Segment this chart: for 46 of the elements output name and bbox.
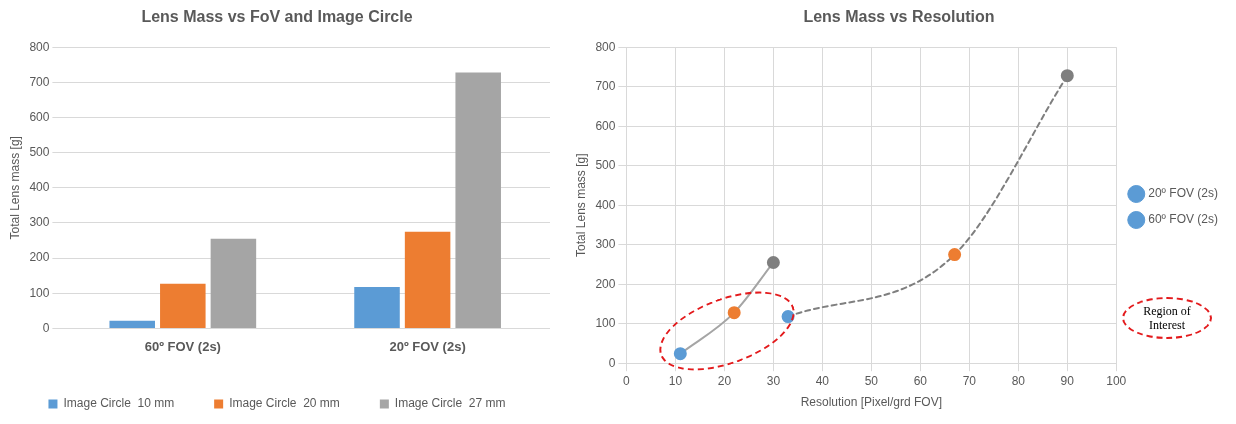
- y-tick-label: 800: [595, 39, 616, 54]
- x-tick-label: 40: [815, 373, 830, 388]
- x-tick-label: 80: [1011, 373, 1026, 388]
- bar: [354, 286, 400, 328]
- y-tick-label: 700: [595, 79, 616, 94]
- legend-label: 20º FOV (2s): [1148, 186, 1218, 201]
- y-tick-label: 700: [29, 74, 50, 89]
- y-axis-title: Total Lens mass [g]: [573, 153, 588, 257]
- x-tick-label: 100: [1106, 373, 1127, 388]
- x-tick-label: 50: [864, 373, 879, 388]
- bar: [210, 238, 257, 328]
- y-tick-label: 400: [29, 180, 50, 195]
- x-tick-label: 10: [668, 373, 683, 388]
- bar: [455, 72, 501, 328]
- y-tick-label: 100: [29, 285, 50, 300]
- y-tick-label: 500: [29, 144, 50, 159]
- y-tick-label: 200: [595, 276, 616, 291]
- chart-title: Lens Mass vs Resolution: [803, 8, 995, 26]
- x-tick-label: 20: [717, 373, 732, 388]
- legend-label: 60º FOV (2s): [1148, 212, 1218, 227]
- x-tick-label: 0: [623, 373, 631, 388]
- y-tick-label: 300: [595, 237, 616, 252]
- y-tick-label: 600: [29, 109, 50, 124]
- legend-label: Image Circle 10 mm: [63, 396, 175, 411]
- y-tick-label: 500: [595, 158, 616, 173]
- x-tick-label: 90: [1060, 373, 1075, 388]
- chart-title: Lens Mass vs FoV and Image Circle: [141, 8, 413, 26]
- bar: [160, 283, 206, 328]
- x-tick-label: 70: [962, 373, 977, 388]
- y-tick-label: 0: [608, 355, 616, 370]
- x-tick-label: 30: [766, 373, 781, 388]
- y-tick-label: 300: [29, 215, 50, 230]
- y-tick-label: 400: [595, 197, 616, 212]
- legend-label: Image Circle 20 mm: [229, 396, 340, 411]
- y-tick-label: 0: [42, 320, 50, 335]
- y-tick-label: 200: [29, 250, 50, 265]
- legend-label: Image Circle 27 mm: [394, 396, 506, 411]
- bar: [404, 231, 451, 328]
- text: Region of Interest: [1142, 304, 1192, 332]
- x-tick-label: 60: [913, 373, 928, 388]
- y-tick-label: 600: [595, 118, 616, 133]
- y-axis-title: Total Lens mass [g]: [7, 136, 22, 240]
- x-axis-title: Resolution [Pixel/grd FOV]: [800, 395, 943, 410]
- y-tick-label: 800: [29, 39, 50, 54]
- y-tick-label: 100: [595, 316, 616, 331]
- bar: [109, 320, 155, 328]
